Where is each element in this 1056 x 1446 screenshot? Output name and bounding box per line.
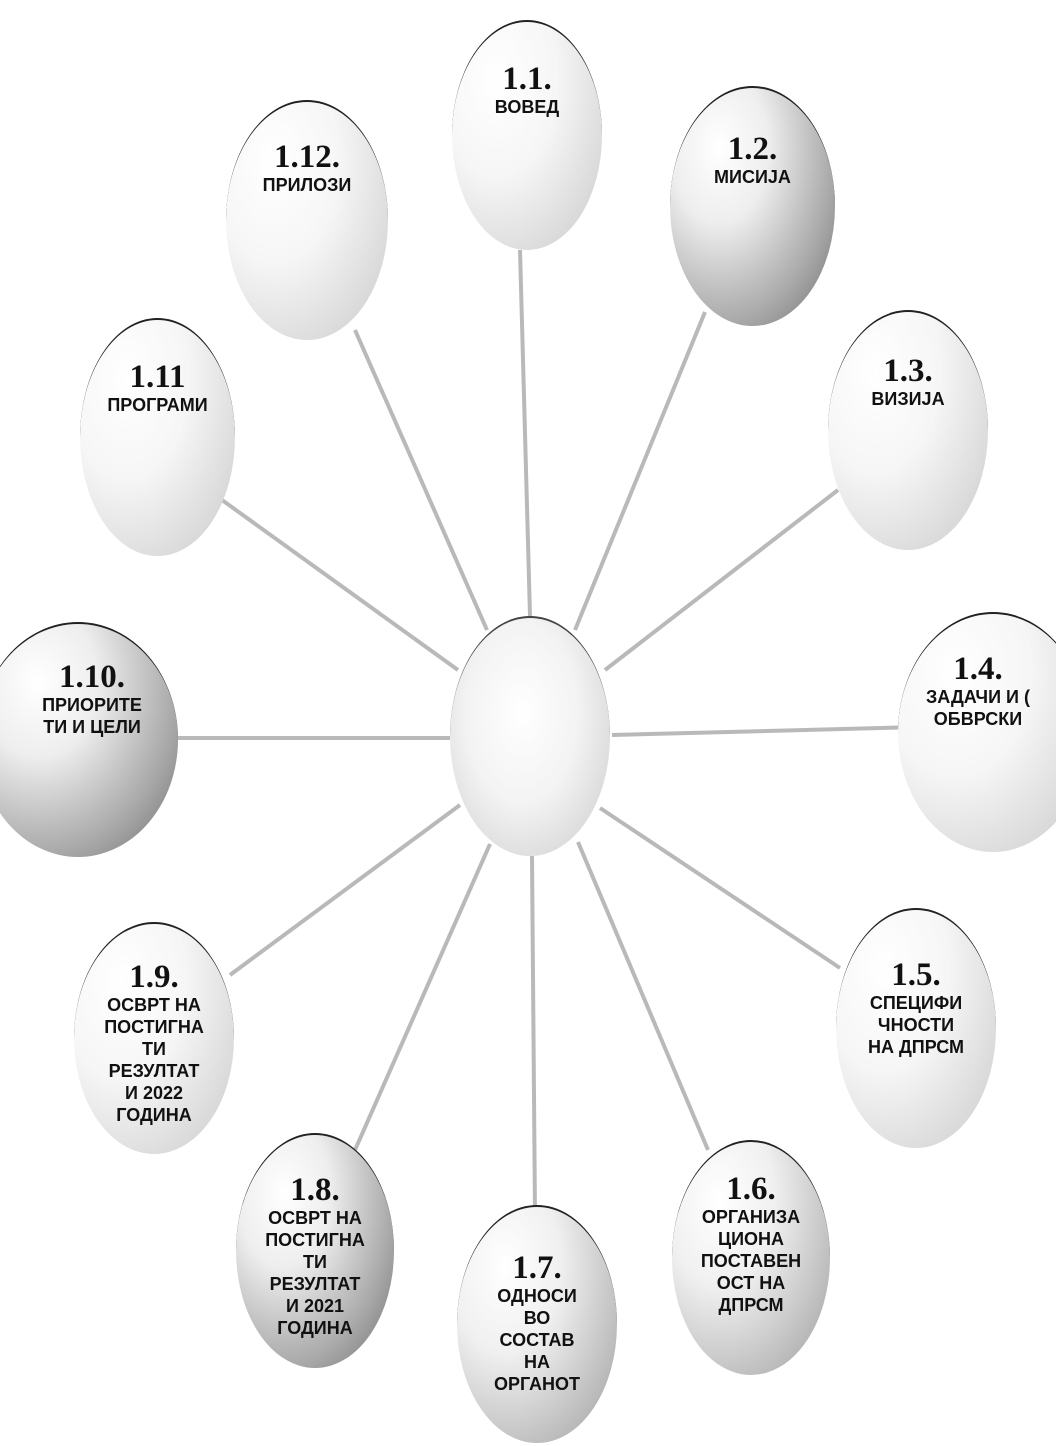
node-label: ПРИОРИТЕ ТИ И ЦЕЛИ: [42, 695, 142, 737]
node-label: ПРИЛОЗИ: [262, 175, 352, 195]
node-number: 1.10.: [59, 659, 125, 695]
connector-1-8: [353, 843, 492, 1151]
node-label: ОСВРТ НА ПОСТИГНА ТИ РЕЗУЛТАТ И 2021 ГОД…: [265, 1208, 365, 1338]
node-1-8: 1.8. ОСВРТ НА ПОСТИГНА ТИ РЕЗУЛТАТ И 202…: [236, 1133, 394, 1368]
node-1-10: 1.10. ПРИОРИТЕ ТИ И ЦЕЛИ: [0, 622, 178, 857]
node-number: 1.9.: [129, 959, 179, 995]
connector-1-2: [573, 311, 707, 631]
connector-1-11: [220, 498, 460, 672]
node-number: 1.5.: [891, 957, 941, 993]
node-label: ОДНОСИ ВО СОСТАВ НА ОРГАНОТ: [493, 1286, 581, 1394]
connector-1-7: [530, 855, 537, 1216]
connector-1-6: [576, 841, 710, 1151]
node-number: 1.4.: [953, 651, 1003, 687]
node-number: 1.6.: [726, 1171, 776, 1207]
node-number: 1.3.: [883, 353, 933, 389]
connector-1-9: [228, 803, 462, 977]
node-label: ВОВЕД: [494, 97, 560, 117]
node-1-5: 1.5. СПЕЦИФИ ЧНОСТИ НА ДПРСМ: [836, 908, 996, 1148]
node-1-11: 1.11 ПРОГРАМИ: [80, 318, 235, 556]
node-label: ЗАДАЧИ И ( ОБВРСКИ: [926, 687, 1030, 729]
node-1-6: 1.6. ОРГАНИЗА ЦИОНА ПОСТАВЕН ОСТ НА ДПРС…: [672, 1140, 830, 1375]
node-number: 1.7.: [512, 1250, 562, 1286]
connector-1-12: [353, 329, 489, 631]
node-number: 1.1.: [502, 61, 552, 97]
node-1-9: 1.9. ОСВРТ НА ПОСТИГНА ТИ РЕЗУЛТАТ И 202…: [74, 922, 234, 1154]
node-label: ПРОГРАМИ: [107, 395, 208, 415]
node-label: СПЕЦИФИ ЧНОСТИ НА ДПРСМ: [867, 993, 965, 1057]
node-number: 1.8.: [290, 1172, 340, 1208]
connector-1-3: [603, 488, 840, 672]
node-1-4: 1.4. ЗАДАЧИ И ( ОБВРСКИ: [898, 612, 1056, 852]
node-1-3: 1.3. ВИЗИЈА: [828, 310, 988, 550]
node-1-7: 1.7. ОДНОСИ ВО СОСТАВ НА ОРГАНОТ: [457, 1205, 617, 1443]
node-number: 1.2.: [727, 131, 778, 167]
node-1-12: 1.12. ПРИЛОЗИ: [226, 100, 388, 340]
center-node: [450, 616, 610, 856]
node-1-2: 1.2. МИСИЈА: [670, 86, 835, 326]
node-label: ОРГАНИЗА ЦИОНА ПОСТАВЕН ОСТ НА ДПРСМ: [700, 1207, 802, 1315]
node-1-1: 1.1. ВОВЕД: [452, 20, 602, 250]
node-label: МИСИЈА: [714, 167, 791, 187]
connector-1-4: [611, 725, 921, 737]
node-number: 1.11: [129, 359, 186, 395]
node-number: 1.12.: [274, 139, 340, 175]
node-label: ВИЗИЈА: [871, 389, 945, 409]
node-label: ОСВРТ НА ПОСТИГНА ТИ РЕЗУЛТАТ И 2022 ГОД…: [104, 995, 204, 1125]
connector-1-1: [518, 249, 532, 617]
connector-1-5: [598, 806, 842, 970]
